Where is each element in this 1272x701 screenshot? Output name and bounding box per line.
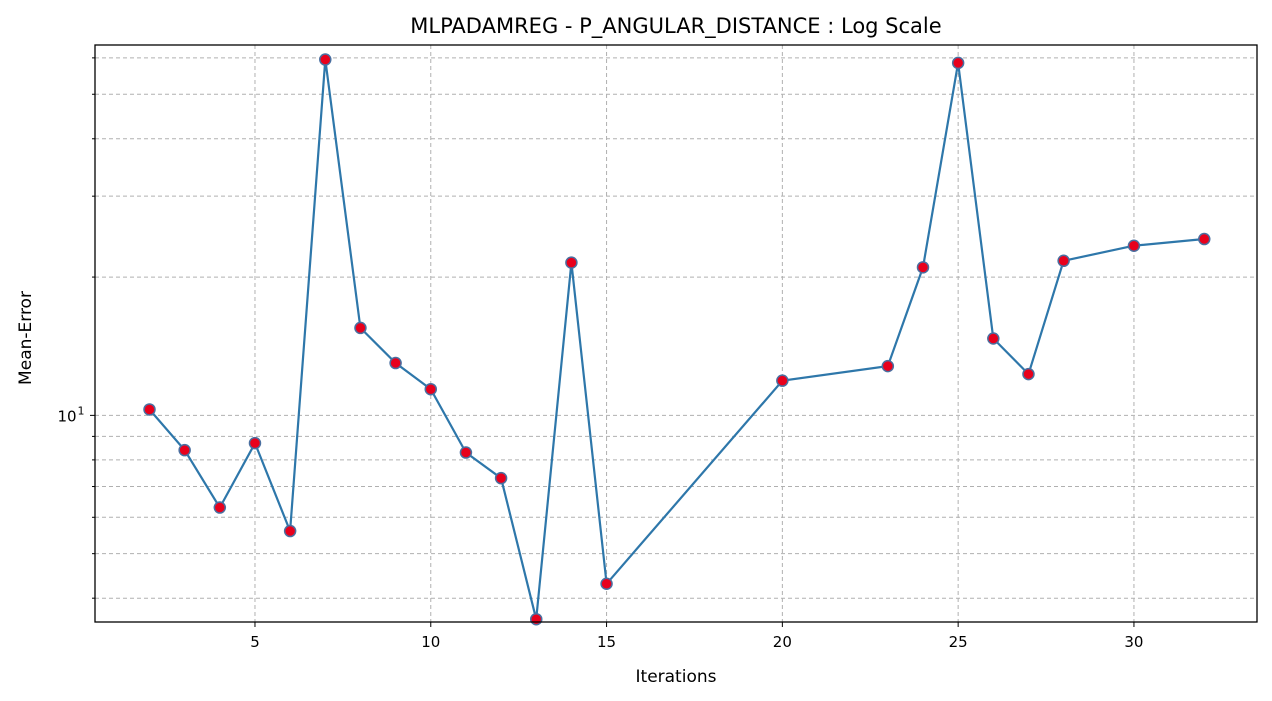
data-point bbox=[248, 436, 262, 450]
data-point bbox=[459, 446, 473, 459]
data-point bbox=[600, 577, 613, 591]
data-point bbox=[178, 443, 191, 457]
x-tick-label: 10 bbox=[421, 633, 440, 651]
data-point bbox=[143, 403, 156, 416]
x-tick-label: 5 bbox=[250, 633, 260, 651]
data-point bbox=[565, 256, 578, 269]
series-line bbox=[148, 59, 1205, 620]
data-point bbox=[776, 374, 789, 387]
data-point bbox=[283, 524, 297, 538]
data-point bbox=[881, 359, 895, 373]
data-point bbox=[354, 321, 367, 335]
x-axis-ticks: 5 10 15 20 25 30 bbox=[250, 622, 1143, 651]
y-axis-ticks: 10 1 bbox=[57, 57, 95, 599]
data-point bbox=[951, 56, 965, 70]
x-tick-label: 30 bbox=[1124, 633, 1143, 651]
chart-title: MLPADAMREG - P_ANGULAR_DISTANCE : Log Sc… bbox=[410, 14, 941, 39]
x-tick-label: 15 bbox=[597, 633, 616, 651]
x-tick-label: 25 bbox=[949, 633, 968, 651]
data-point bbox=[987, 332, 1000, 345]
series bbox=[143, 53, 1211, 626]
data-point bbox=[494, 471, 508, 485]
data-point bbox=[1127, 239, 1141, 252]
data-point bbox=[916, 261, 930, 274]
data-point bbox=[389, 356, 402, 370]
data-point bbox=[424, 382, 438, 396]
x-axis-label: Iterations bbox=[636, 667, 717, 687]
data-point bbox=[1057, 254, 1070, 268]
data-point bbox=[529, 612, 543, 626]
x-tick-label: 20 bbox=[773, 633, 792, 651]
data-point bbox=[319, 53, 332, 66]
grid bbox=[95, 45, 1257, 622]
data-point bbox=[213, 501, 227, 514]
y-tick-label: 10 bbox=[57, 407, 76, 425]
data-point bbox=[1198, 232, 1211, 246]
plot-frame bbox=[94, 44, 1258, 623]
data-point bbox=[1022, 367, 1035, 381]
y-tick-label-exponent: 1 bbox=[78, 404, 85, 417]
y-axis-label: Mean-Error bbox=[16, 291, 36, 385]
